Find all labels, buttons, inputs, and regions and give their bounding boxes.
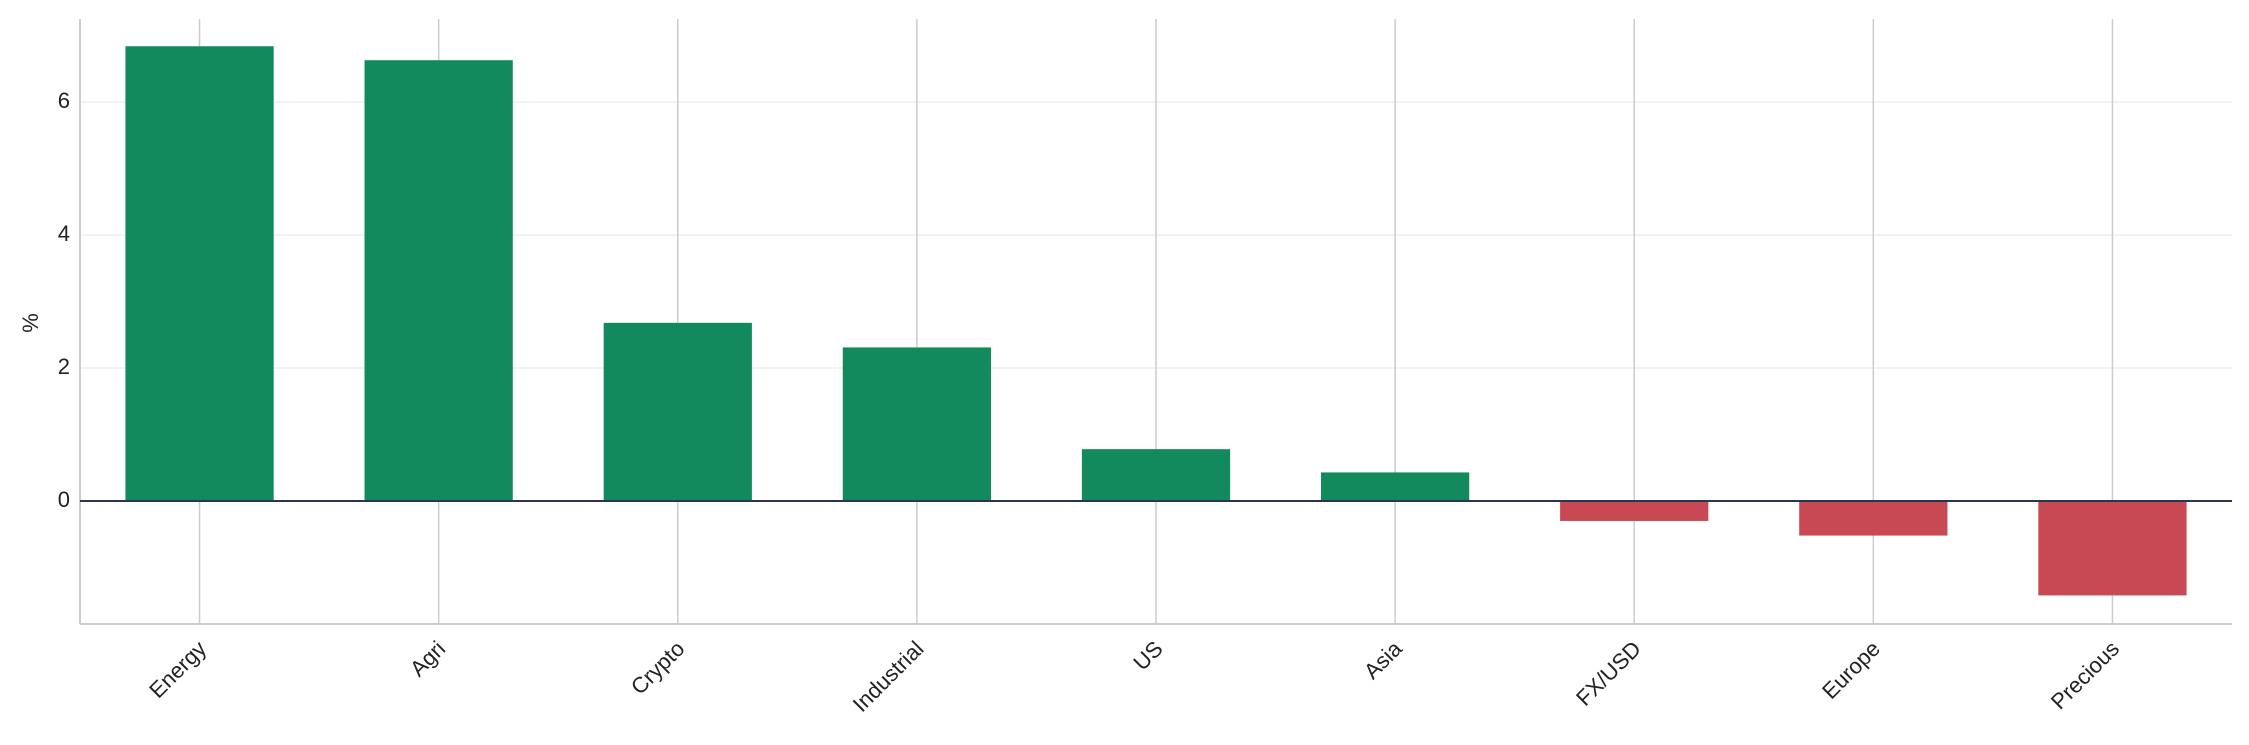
x-tick-label: FX/USD — [1571, 636, 1646, 711]
x-tick-label: Energy — [144, 636, 211, 703]
x-tick-label: Crypto — [626, 636, 689, 699]
bar — [1799, 501, 1948, 536]
bar — [1560, 501, 1709, 521]
x-tick-label: US — [1128, 636, 1167, 675]
bar — [1081, 449, 1231, 502]
y-tick-label: 2 — [58, 354, 70, 379]
bar — [842, 347, 992, 502]
y-tick-label: 6 — [58, 88, 70, 113]
y-tick-label: 0 — [58, 487, 70, 512]
bar — [364, 60, 513, 502]
x-tick-label: Asia — [1359, 635, 1407, 683]
bar — [2038, 501, 2187, 596]
x-tick-label: Europe — [1817, 636, 1885, 704]
bar — [603, 322, 752, 502]
bar — [1320, 472, 1470, 502]
x-tick-label: Industrial — [848, 636, 929, 717]
y-axis-label: % — [18, 313, 43, 333]
x-tick-label: Agri — [405, 636, 450, 681]
bar — [125, 46, 274, 502]
x-tick-label: Precious — [2046, 636, 2124, 714]
y-tick-label: 4 — [58, 221, 70, 246]
